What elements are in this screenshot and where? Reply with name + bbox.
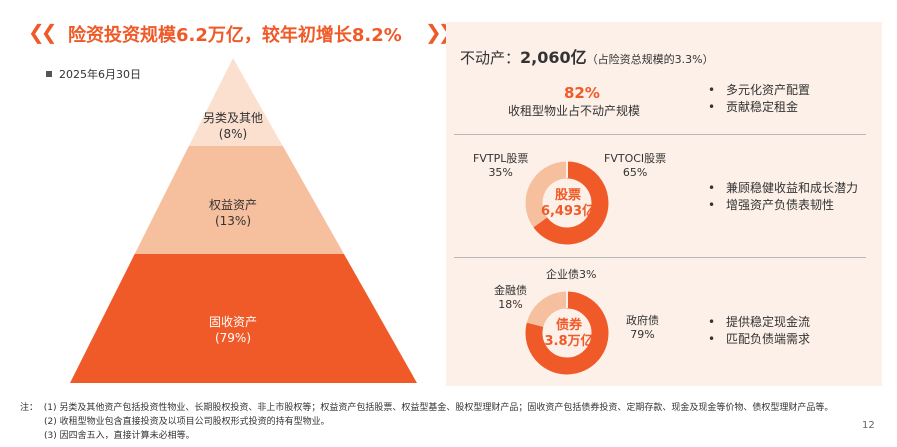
pyramid-label-equity: 权益资产 (13%) — [183, 197, 283, 229]
stock-donut-chart — [525, 161, 609, 375]
divider — [454, 257, 866, 258]
footnote-line: (2) 收租型物业包含直接投资及以项目公司股权形式投资的持有型物业。 — [44, 417, 330, 427]
stock-slice — [533, 161, 609, 245]
bullet-item: • 多元化资产配置 — [708, 83, 811, 97]
slide-title: 险资投资规模6.2万亿，较年初增长8.2% — [68, 25, 402, 46]
asset-pyramid — [70, 58, 417, 383]
chevron-left-icon: ❮❮ — [28, 20, 57, 44]
layer-name: 另类及其他 — [202, 111, 263, 125]
rental-pct-label: 收租型物业占不动产规模 — [508, 104, 641, 118]
bullet-item: • 增强资产负债表韧性 — [708, 198, 835, 212]
layer-name: 权益资产 — [208, 198, 257, 212]
divider — [454, 134, 866, 135]
real-estate-amount: 2,060亿 — [520, 48, 587, 67]
rental-pct: 82% — [564, 84, 600, 102]
corp-bond-label: 企业债3% — [546, 268, 597, 281]
pyramid-label-fixed-income: 固收资产 (79%) — [183, 314, 283, 346]
bond-slice — [526, 292, 563, 328]
stock-slice — [525, 161, 568, 228]
bullet-item: • 贡献稳定租金 — [708, 100, 799, 114]
date-text: 2025年6月30日 — [59, 68, 141, 81]
page-number: 12 — [862, 420, 875, 431]
real-estate-note: （占险资总规模的3.3%） — [586, 53, 714, 66]
layer-pct: (13%) — [214, 214, 252, 228]
bond-slice — [525, 291, 609, 375]
pyramid-layer-equity — [134, 146, 344, 254]
right-panel: 不动产：2,060亿（占险资总规模的3.3%） 82% 收租型物业占不动产规模 … — [446, 22, 882, 386]
real-estate-title: 不动产：2,060亿（占险资总规模的3.3%） — [460, 44, 714, 68]
footnotes: 注： (1) 另类及其他资产包括投资性物业、长期股权投资、非上市股权等；权益资产… — [20, 401, 833, 443]
bond-bullets: • 提供稳定现金流 • 匹配负债端需求 — [708, 314, 810, 348]
date-label: 2025年6月30日 — [46, 66, 141, 82]
real-estate-bullets: • 多元化资产配置 • 贡献稳定租金 — [708, 82, 810, 116]
bullet-item: • 匹配负债端需求 — [708, 332, 811, 346]
pyramid-layer-fixed-income — [70, 254, 417, 383]
layer-pct: (79%) — [214, 331, 252, 345]
footnote-line: 注： (1) 另类及其他资产包括投资性物业、长期股权投资、非上市股权等；权益资产… — [20, 403, 834, 413]
real-estate-prefix: 不动产： — [460, 49, 521, 67]
bond-center-label: 债券 3.8万亿 — [544, 318, 594, 349]
bullet-item: • 提供稳定现金流 — [708, 315, 811, 329]
footnote-line: (3) 因四舍五入，直接计算未必相等。 — [44, 431, 195, 441]
fin-bond-label: 金融债 18% — [494, 284, 527, 311]
slide-title-bar: ❮❮ 险资投资规模6.2万亿，较年初增长8.2% ❯❯ — [20, 18, 454, 46]
layer-name: 固收资产 — [208, 315, 257, 329]
gov-bond-label: 政府债 79% — [626, 314, 659, 341]
bullet-item: • 兼顾稳健收益和成长潜力 — [708, 181, 859, 195]
layer-pct: (8%) — [218, 127, 248, 141]
stock-center-label: 股票 6,493亿 — [540, 188, 596, 219]
stock-bullets: • 兼顾稳健收益和成长潜力 • 增强资产负债表韧性 — [708, 180, 858, 214]
pyramid-label-alternative: 另类及其他 (8%) — [183, 110, 283, 142]
fvtoci-label: FVTOCI股票 65% — [604, 152, 667, 179]
fvtpl-label: FVTPL股票 35% — [473, 152, 529, 179]
pyramid-layer-alternative — [188, 58, 283, 146]
bullet-square-icon — [46, 71, 52, 77]
